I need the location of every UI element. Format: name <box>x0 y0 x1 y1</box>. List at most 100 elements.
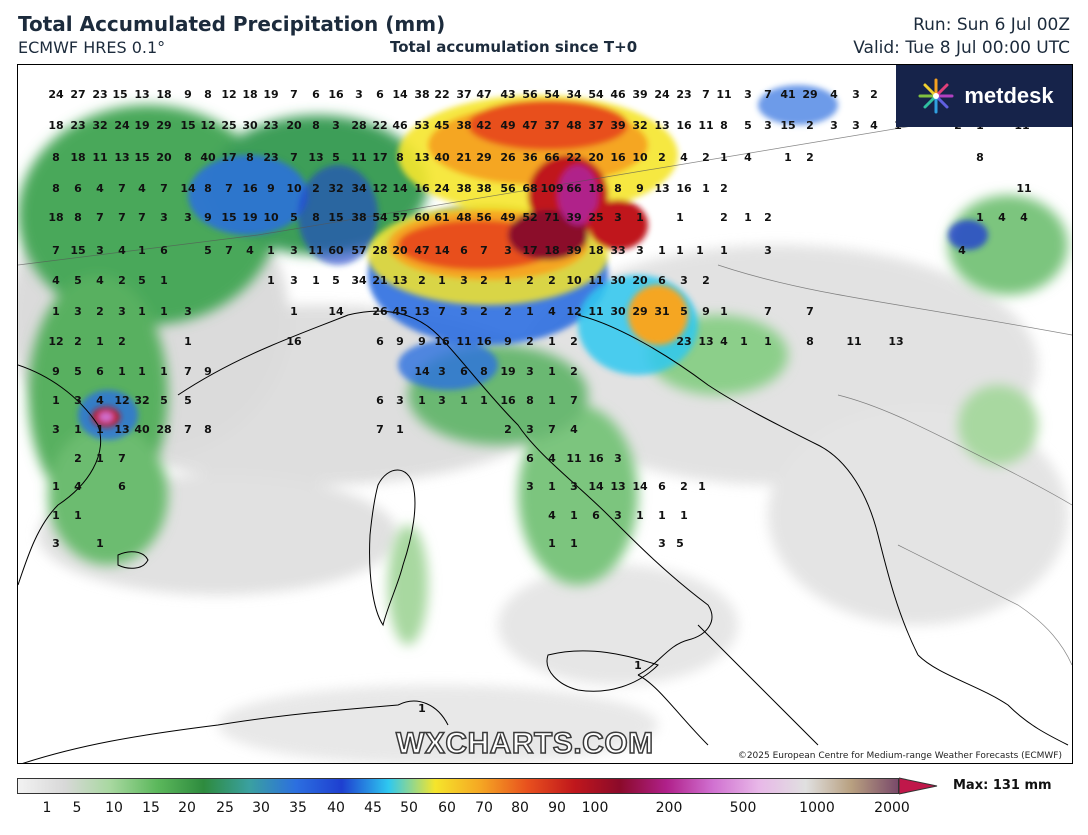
precip-value-label: 8 <box>184 151 192 164</box>
precip-value-label: 3 <box>852 119 860 132</box>
precip-value-label: 2 <box>720 182 728 195</box>
precip-value-label: 1 <box>744 211 752 224</box>
chart-subtitle: Total accumulation since T+0 <box>390 38 638 56</box>
precip-value-label: 48 <box>566 119 581 132</box>
precip-value-label: 7 <box>702 88 710 101</box>
precip-value-label: 6 <box>526 452 534 465</box>
colorbar-tick-label: 200 <box>655 800 683 816</box>
precip-value-label: 3 <box>526 365 534 378</box>
precip-value-label: 53 <box>414 119 429 132</box>
precip-value-label: 19 <box>134 119 149 132</box>
precip-value-label: 7 <box>118 211 126 224</box>
precip-value-label: 1 <box>418 394 426 407</box>
precip-value-label: 4 <box>96 274 104 287</box>
precip-value-label: 15 <box>112 88 127 101</box>
precip-value-label: 1 <box>418 702 426 715</box>
precip-value-label: 8 <box>976 151 984 164</box>
precip-value-label: 28 <box>372 244 387 257</box>
precip-value-label: 47 <box>414 244 429 257</box>
precip-value-label: 29 <box>156 119 171 132</box>
intense-rain-core <box>92 95 688 427</box>
precip-value-label: 1 <box>720 151 728 164</box>
precip-value-label: 27 <box>70 88 85 101</box>
precip-value-label: 30 <box>610 274 626 287</box>
precip-value-label: 1 <box>138 244 146 257</box>
precip-value-label: 2 <box>570 365 578 378</box>
precip-value-label: 11 <box>698 119 713 132</box>
precip-value-label: 23 <box>70 119 85 132</box>
precip-value-label: 3 <box>658 537 666 550</box>
precip-value-label: 14 <box>414 365 430 378</box>
precip-value-label: 1 <box>52 394 60 407</box>
precip-value-label: 11 <box>456 335 471 348</box>
precip-value-label: 2 <box>680 480 688 493</box>
precip-value-label: 38 <box>351 211 366 224</box>
precip-value-label: 11 <box>588 274 603 287</box>
precip-value-label: 3 <box>852 88 860 101</box>
colorbar-tick-label: 70 <box>475 800 493 816</box>
precip-value-label: 49 <box>500 211 515 224</box>
precip-value-label: 18 <box>48 211 63 224</box>
precip-value-label: 9 <box>204 365 212 378</box>
precip-value-label: 3 <box>614 509 622 522</box>
precip-value-label: 8 <box>720 119 728 132</box>
precip-value-label: 13 <box>392 274 407 287</box>
precip-value-label: 13 <box>134 88 149 101</box>
precip-value-label: 47 <box>476 88 491 101</box>
precip-value-label: 25 <box>221 119 236 132</box>
precip-value-label: 6 <box>118 480 126 493</box>
precip-value-label: 2 <box>74 452 82 465</box>
precip-value-label: 3 <box>460 274 468 287</box>
precip-value-label: 1 <box>720 305 728 318</box>
metdesk-logo[interactable]: metdesk <box>896 65 1072 127</box>
precip-value-label: 7 <box>225 182 233 195</box>
colorbar-tick-label: 1 <box>42 800 52 816</box>
precip-value-label: 3 <box>74 305 82 318</box>
precip-value-label: 6 <box>376 335 384 348</box>
precip-value-label: 5 <box>290 211 298 224</box>
precip-value-label: 57 <box>351 244 366 257</box>
precip-value-label: 2 <box>658 151 666 164</box>
colorbar-tick-label: 80 <box>511 800 529 816</box>
precip-value-label: 6 <box>460 244 468 257</box>
precip-value-label: 37 <box>456 88 471 101</box>
precip-value-label: 2 <box>806 151 814 164</box>
precip-value-label: 16 <box>286 335 302 348</box>
precip-value-label: 1 <box>460 394 468 407</box>
precip-value-label: 18 <box>544 244 559 257</box>
precip-value-label: 57 <box>392 211 407 224</box>
precip-value-label: 1 <box>676 244 684 257</box>
precip-value-label: 71 <box>544 211 559 224</box>
precip-value-label: 49 <box>500 119 515 132</box>
precip-value-label: 30 <box>610 305 626 318</box>
precip-value-label: 9 <box>504 335 512 348</box>
precip-value-label: 1 <box>634 659 642 672</box>
precip-value-label: 14 <box>434 244 450 257</box>
precip-value-label: 17 <box>221 151 236 164</box>
colorbar-gradient <box>17 778 899 794</box>
precip-value-label: 1 <box>548 537 556 550</box>
precip-value-label: 38 <box>456 182 471 195</box>
precip-value-label: 6 <box>312 88 320 101</box>
precip-value-label: 9 <box>636 182 644 195</box>
precip-value-label: 16 <box>414 182 430 195</box>
precip-value-label: 20 <box>632 274 648 287</box>
precip-value-label: 16 <box>434 335 450 348</box>
precipitation-map[interactable]: 24 27 23 15 13 18 9 8 12 18 19 7 6 16 3 6 14 38 22 37 47 43 56… <box>17 64 1073 764</box>
precip-value-label: 13 <box>114 151 129 164</box>
colorbar-tick-label: 500 <box>729 800 757 816</box>
precip-value-label: 4 <box>548 452 556 465</box>
precip-value-label: 4 <box>870 119 878 132</box>
precip-value-label: 1 <box>548 394 556 407</box>
colorbar-tick-label: 1000 <box>799 800 835 816</box>
precip-value-label: 25 <box>588 211 603 224</box>
precip-value-label: 11 <box>846 335 861 348</box>
precip-value-label: 1 <box>74 509 82 522</box>
precip-value-label: 1 <box>658 509 666 522</box>
colorbar-tick-label: 35 <box>289 800 307 816</box>
precip-value-label: 2 <box>870 88 878 101</box>
precip-value-label: 34 <box>351 182 367 195</box>
colorbar-tick-label: 40 <box>327 800 345 816</box>
precip-value-label: 3 <box>438 394 446 407</box>
precip-value-label: 6 <box>658 274 666 287</box>
